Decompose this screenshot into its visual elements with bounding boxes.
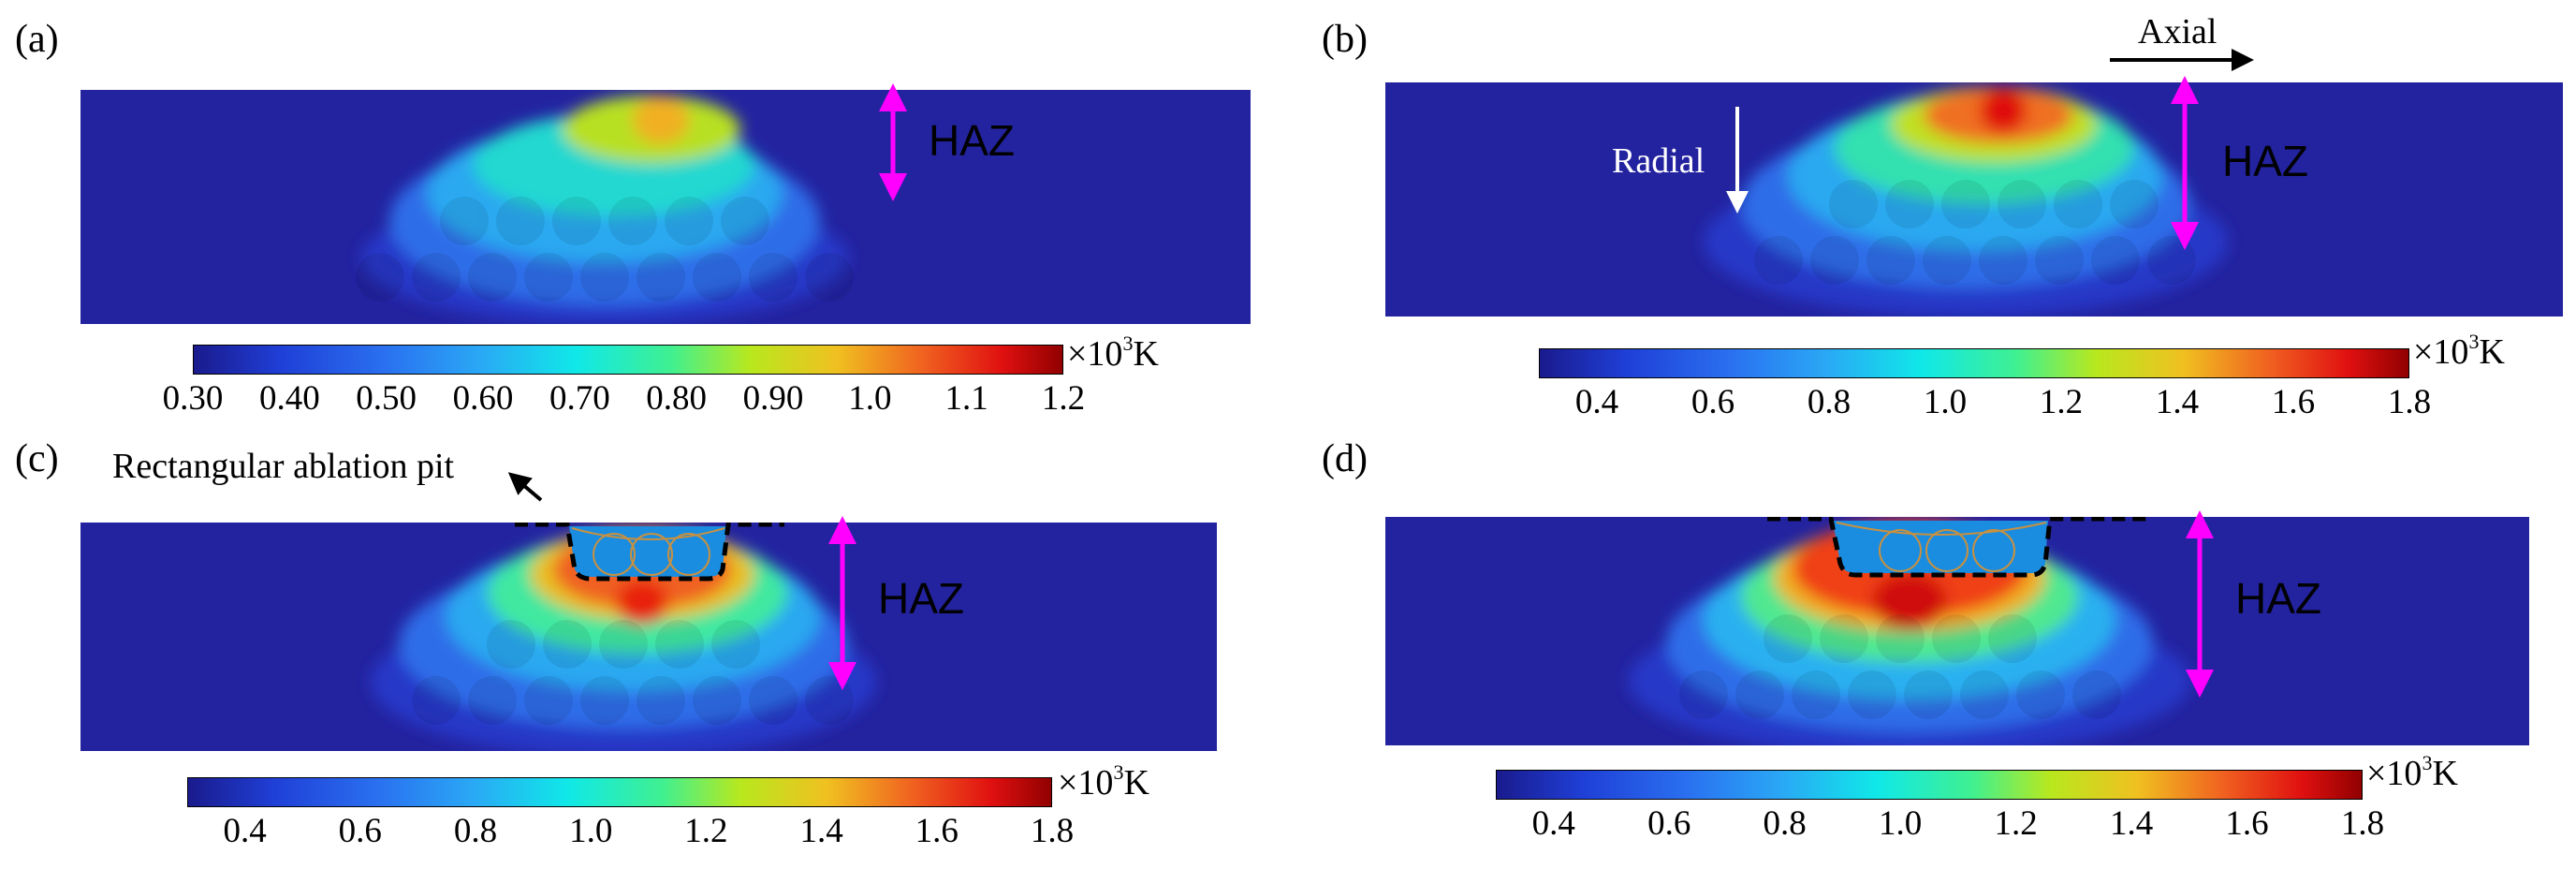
panel-d-heatmap: [1385, 517, 2529, 745]
panel-c-pulse-spot: [667, 533, 710, 576]
panel-a-colorbar-tick: 0.40: [258, 379, 320, 418]
panel-b-colorbar-unit: ×103K: [2413, 330, 2505, 372]
panel-a-colorbar-tick: 1.2: [1041, 379, 1086, 418]
panel-a-haz-label: HAZ: [929, 116, 1015, 165]
panel-a-label: (a): [15, 18, 59, 61]
panel-c-colorbar-tick: 0.4: [223, 812, 267, 850]
panel-c-pit-pointer-arrow: [507, 472, 543, 502]
panel-b-element-pattern: [1754, 180, 2196, 285]
panel-c-colorbar: [187, 777, 1052, 807]
panel-d-colorbar-tick: 1.0: [1879, 804, 1923, 843]
panel-d-colorbar: [1496, 770, 2363, 800]
panel-d-colorbar-tick: 1.2: [1994, 804, 2038, 843]
panel-b-colorbar-tick: 0.6: [1690, 383, 1735, 421]
panel-c-pit-outline: [515, 523, 784, 582]
panel-c-colorbar-tick: 0.6: [338, 812, 382, 850]
panel-a-colorbar-tick: 0.90: [742, 379, 804, 418]
panel-c-pit-label: Rectangular ablation pit: [112, 447, 455, 486]
panel-b-radial-label: Radial: [1612, 141, 1705, 181]
panel-c-heatmap: [80, 523, 1217, 751]
panel-b-colorbar-tick: 1.0: [1923, 383, 1968, 421]
panel-b-colorbar-tick: 1.2: [2039, 383, 2084, 421]
panel-c-element-pattern: [412, 620, 854, 725]
panel-d-pulse-spot: [1879, 529, 1922, 572]
panel-c-ablation-pit: [569, 526, 726, 577]
panel-a-element-pattern: [356, 197, 854, 302]
panel-d-ablation-pit: [1833, 521, 2048, 573]
panel-d-colorbar-unit: ×103K: [2366, 751, 2458, 793]
panel-c-colorbar-tick: 1.8: [1030, 812, 1075, 850]
panel-a-colorbar: [193, 345, 1063, 375]
panel-b-colorbar: [1539, 348, 2409, 378]
panel-d-colorbar-tick: 1.8: [2340, 804, 2385, 843]
panel-a-colorbar-tick: 0.60: [452, 379, 514, 418]
panel-b-colorbar-tick: 1.4: [2155, 383, 2200, 421]
panel-b-colorbar-tick: 1.6: [2271, 383, 2316, 421]
panel-d-colorbar-tick: 1.4: [2109, 804, 2154, 843]
panel-d-colorbar-tick: 1.6: [2225, 804, 2269, 843]
panel-c-colorbar-tick: 1.4: [799, 812, 843, 850]
panel-a-colorbar-tick: 0.70: [549, 379, 610, 418]
panel-b-colorbar-tick: 0.8: [1807, 383, 1852, 421]
panel-d-colorbar-tick: 0.8: [1763, 804, 1807, 843]
panel-c-colorbar-tick: 1.0: [569, 812, 613, 850]
panel-d-pit-outline: [1767, 517, 2153, 578]
panel-c-label: (c): [15, 437, 59, 480]
panel-a-colorbar-tick: 1.1: [944, 379, 988, 418]
panel-b-temperature-field: [1704, 87, 2228, 317]
panel-a-colorbar-tick: 0.80: [646, 379, 708, 418]
panel-c-colorbar-tick: 1.2: [684, 812, 728, 850]
panel-b-label: (b): [1322, 18, 1368, 61]
panel-d-element-pattern: [1679, 614, 2121, 719]
panel-a-heatmap: [80, 90, 1251, 324]
panel-a-colorbar-tick: 0.30: [162, 379, 224, 418]
panel-b-colorbar-tick: 1.8: [2387, 383, 2432, 421]
panel-d-colorbar-tick: 0.4: [1531, 804, 1575, 843]
panel-b-haz-label: HAZ: [2222, 137, 2308, 185]
panel-d-pulse-spot: [1925, 529, 1969, 572]
panel-c-haz-label: HAZ: [878, 574, 964, 623]
panel-d-label: (d): [1322, 437, 1368, 480]
panel-d-pulse-spot: [1972, 529, 2015, 572]
panel-b-axial-label: Axial: [2138, 12, 2217, 52]
panel-a-colorbar-tick: 0.50: [356, 379, 417, 418]
panel-b-heatmap: [1385, 82, 2563, 317]
panel-a-temperature-field: [361, 96, 848, 324]
panel-a-colorbar-unit: ×103K: [1067, 331, 1159, 374]
panel-c-pulse-spot: [593, 533, 636, 576]
panel-b-colorbar-tick: 0.4: [1574, 383, 1619, 421]
panel-d-colorbar-tick: 0.6: [1647, 804, 1691, 843]
panel-c-colorbar-unit: ×103K: [1058, 760, 1149, 803]
panel-c-colorbar-tick: 0.8: [453, 812, 498, 850]
panel-a-colorbar-tick: 1.0: [848, 379, 892, 418]
panel-c-colorbar-tick: 1.6: [915, 812, 959, 850]
panel-c-pulse-spot: [630, 533, 673, 576]
panel-d-haz-label: HAZ: [2235, 574, 2321, 623]
